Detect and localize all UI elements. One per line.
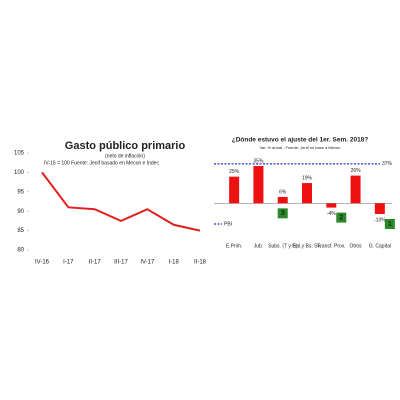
- bar: [229, 176, 240, 204]
- x-tick-label: II-17: [89, 260, 102, 266]
- bar: [374, 203, 385, 214]
- bar: [253, 166, 264, 204]
- x-tick-label: III-17: [114, 260, 128, 266]
- x-tick-label: Otros: [349, 243, 362, 249]
- chart-title: Gasto público primario: [65, 140, 186, 152]
- chart-subtitle: (neto de inflación): [105, 153, 145, 159]
- value-label: 25%: [229, 169, 240, 175]
- rank-label: 3: [281, 210, 285, 217]
- reference-label: 37%: [382, 161, 393, 167]
- bar: [277, 196, 288, 204]
- x-tick-label: II-18: [194, 260, 207, 266]
- y-tick-label: 80: [17, 248, 24, 254]
- rank-badge: [336, 212, 347, 223]
- chart-note: IV-16 = 100 Fuente: Jenif basado en Meco…: [44, 160, 159, 166]
- value-label: 6%: [279, 189, 287, 195]
- y-tick-label: 95: [17, 189, 24, 195]
- bar: [350, 175, 361, 204]
- value-label: -10%: [374, 217, 386, 223]
- chart-title: ¿Dónde estuvo el ajuste del 1er. Sem. 20…: [232, 137, 369, 144]
- rank-label: 2: [339, 214, 343, 221]
- rank-badge: [384, 219, 395, 229]
- value-label: 35%: [253, 158, 264, 164]
- x-tick-label: Sal.y Bs. Sv.: [293, 243, 321, 249]
- x-tick-label: G. Capital: [369, 243, 391, 249]
- bar: [302, 183, 312, 204]
- value-label: 26%: [351, 168, 362, 174]
- x-tick-label: Transf. Prov.: [317, 243, 345, 249]
- y-tick-label: 85: [17, 228, 24, 234]
- legend-label: PBI: [224, 221, 232, 227]
- y-tick-label: 105: [14, 151, 25, 157]
- x-tick-label: I-18: [168, 260, 179, 266]
- value-label: -4%: [327, 211, 336, 217]
- y-tick-label: 100: [14, 170, 25, 176]
- line: [41, 171, 201, 232]
- bar: [326, 203, 337, 208]
- x-tick-label: E.Prim.: [226, 243, 242, 249]
- rank-badge: [277, 208, 288, 219]
- x-tick-label: Subs. (T y E): [268, 243, 297, 249]
- x-tick-label: I-17: [63, 260, 74, 266]
- rank-label: 1: [388, 221, 392, 228]
- x-tick-label: IV-16: [35, 260, 50, 266]
- chart-subtitle: Var. % anual - Fuente: Jenif en base a M…: [260, 145, 341, 150]
- x-tick-label: Jub.: [254, 243, 263, 249]
- x-tick-label: IV-17: [140, 260, 155, 266]
- value-label: 19%: [302, 175, 313, 181]
- y-tick-label: 90: [17, 209, 24, 215]
